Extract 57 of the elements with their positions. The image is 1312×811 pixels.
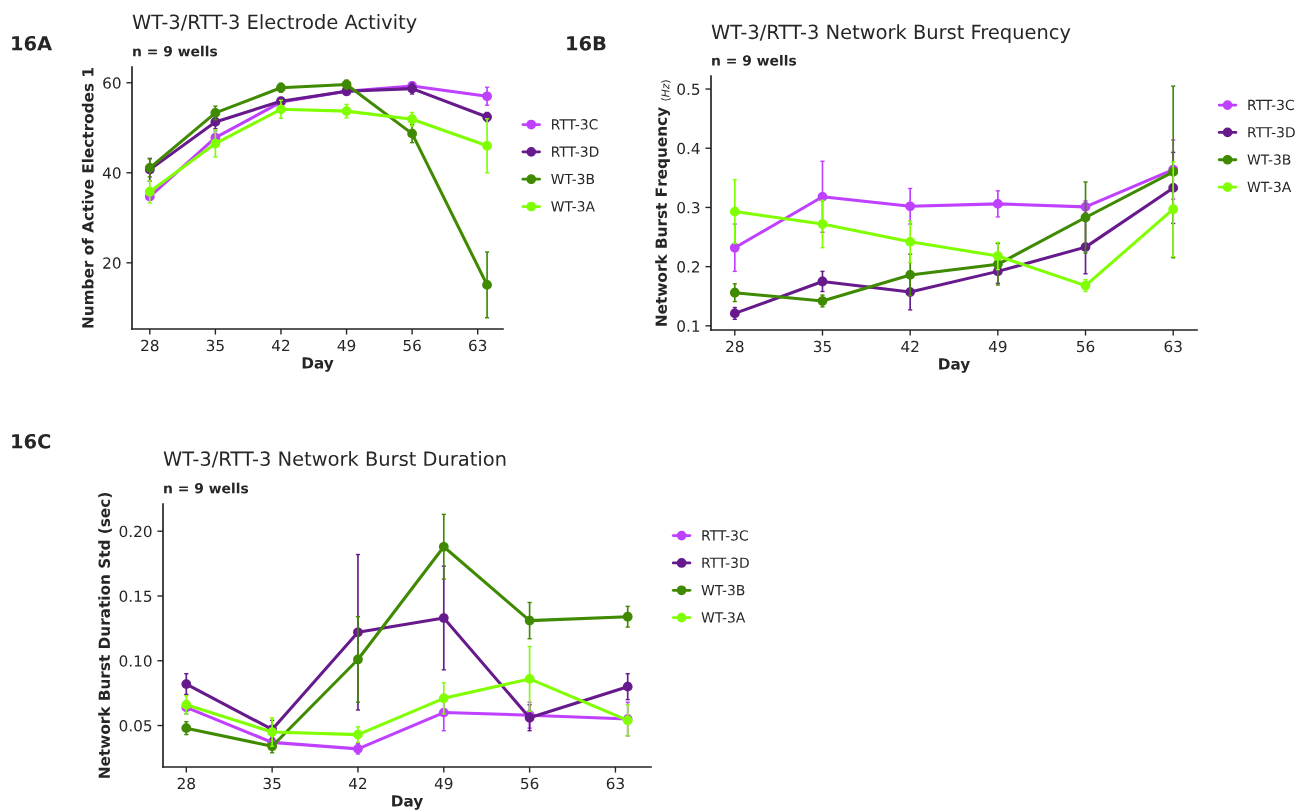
x-axis-title: Day bbox=[302, 357, 334, 372]
legend-label: RTT-3D bbox=[702, 557, 749, 568]
legend-label: RTT-3D bbox=[1248, 126, 1295, 138]
legend-label: RTT-3C bbox=[552, 119, 598, 130]
x-tick-label: 35 bbox=[813, 340, 831, 353]
x-tick-label: 63 bbox=[1164, 340, 1182, 353]
y-tick-label: 0.3 bbox=[677, 201, 700, 214]
legend-label: WT-3B bbox=[1247, 154, 1291, 165]
legend-label: WT-3B bbox=[551, 173, 595, 185]
x-tick-label: 35 bbox=[263, 777, 281, 790]
chart-subtitle: n = 9 wells bbox=[133, 45, 218, 57]
x-tick-label: 42 bbox=[348, 777, 367, 790]
text: 16B bbox=[567, 35, 606, 51]
chart-title: WT-3/RTT-3 Network Burst Duration bbox=[163, 450, 506, 468]
y-tick-label: 60 bbox=[103, 77, 121, 89]
y-tick-label: 0.2 bbox=[677, 261, 700, 273]
y-tick-label: 0.1 bbox=[677, 320, 700, 332]
x-axis-title: Day bbox=[392, 795, 423, 810]
x-tick-label: 42 bbox=[271, 339, 290, 352]
chart-subtitle: n = 9 wells bbox=[712, 54, 797, 66]
chart-title: WT-3/RTT-3 Electrode Activity bbox=[132, 14, 417, 33]
legend-label: RTT-3C bbox=[1248, 99, 1294, 111]
legend-label: WT-3A bbox=[701, 612, 746, 623]
x-tick-label: 42 bbox=[901, 340, 919, 353]
y-tick-label: 0.15 bbox=[119, 590, 152, 603]
y-tick-label: 20 bbox=[103, 257, 121, 269]
x-tick-label: 56 bbox=[1076, 340, 1095, 353]
legend-label: WT-3A bbox=[551, 201, 595, 212]
x-tick-label: 56 bbox=[521, 777, 539, 790]
text: 16C bbox=[12, 433, 51, 449]
y-axis-title: Network Burst Frequency $_{(Hz)}$ bbox=[655, 80, 671, 326]
x-tick-label: 28 bbox=[177, 777, 195, 790]
x-tick-label: 63 bbox=[606, 777, 624, 790]
y-axis-title: Number of Active Electrodes 1 bbox=[81, 68, 94, 328]
x-tick-label: 28 bbox=[726, 340, 744, 353]
x-tick-label: 28 bbox=[141, 339, 159, 352]
y-tick-label: 0.05 bbox=[119, 720, 152, 732]
y-tick-label: 0.10 bbox=[119, 655, 152, 667]
x-axis-title: Day bbox=[939, 358, 970, 373]
x-tick-label: 49 bbox=[434, 777, 453, 790]
text: 16A bbox=[12, 35, 53, 51]
legend-label: WT-3A bbox=[1247, 181, 1292, 193]
y-tick-label: 40 bbox=[102, 167, 121, 179]
chart-subtitle: n = 9 wells bbox=[164, 482, 249, 494]
chart-title: WT-3/RTT-3 Network Burst Frequency bbox=[711, 24, 1071, 43]
y-tick-label: 0.20 bbox=[119, 525, 152, 538]
x-tick-label: 49 bbox=[988, 340, 1007, 353]
x-tick-label: 49 bbox=[337, 339, 356, 352]
legend-label: RTT-3D bbox=[552, 146, 599, 157]
legend-label: WT-3B bbox=[701, 584, 745, 596]
x-tick-label: 63 bbox=[469, 339, 487, 352]
y-tick-label: 0.4 bbox=[677, 142, 700, 155]
y-tick-label: 0.5 bbox=[677, 83, 700, 96]
x-tick-label: 56 bbox=[403, 339, 421, 352]
legend-label: RTT-3C bbox=[702, 530, 748, 541]
y-axis-title: Network Burst Duration Std (sec) bbox=[98, 493, 112, 778]
x-tick-label: 35 bbox=[206, 339, 224, 352]
